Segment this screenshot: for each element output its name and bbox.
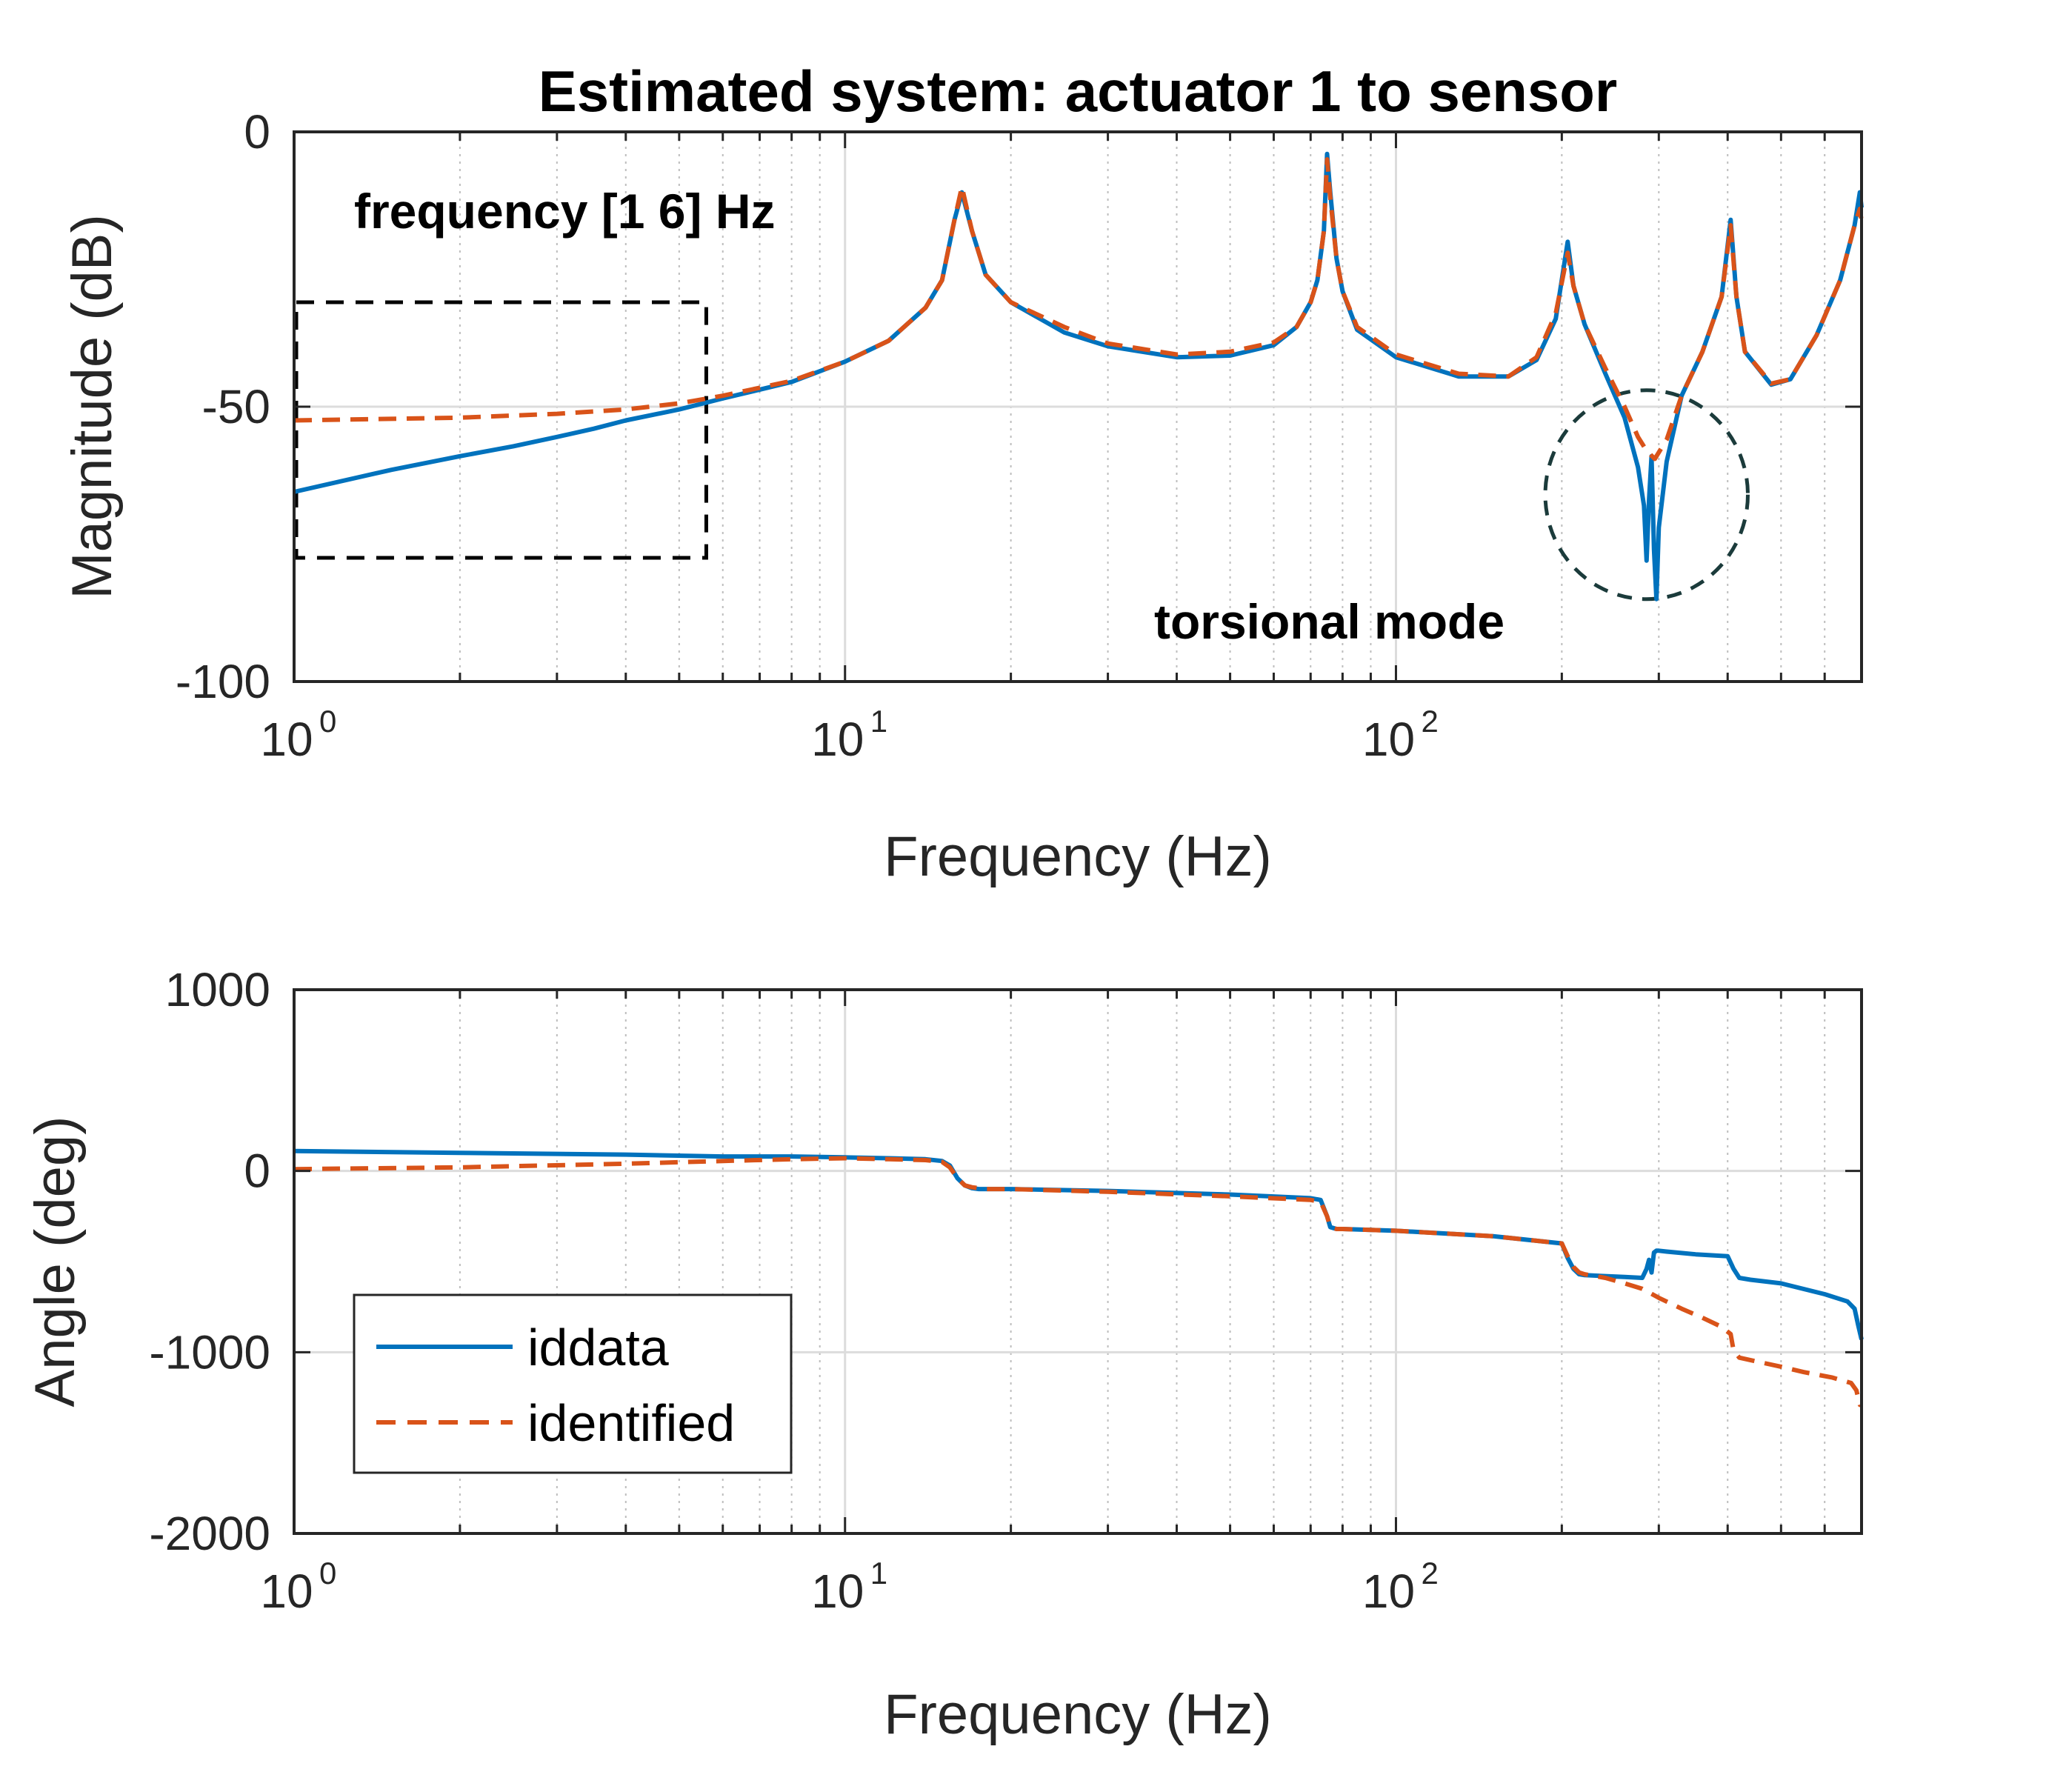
phase-series-identified — [293, 1156, 1862, 1408]
torsional-mode-circle — [1543, 388, 1750, 602]
mag-ytick-label: -50 — [202, 380, 271, 433]
phase-xtick-label-exponent: 2 — [1421, 1556, 1438, 1591]
legend: iddata identified — [353, 1293, 793, 1474]
mag-xtick-label-exponent: 2 — [1421, 704, 1438, 739]
torsional-mode-label: torsional mode — [1154, 594, 1504, 649]
mag-ytick-label: 0 — [244, 105, 270, 159]
phase-xtick-label-exponent: 0 — [319, 1556, 336, 1591]
phase-ylabel: Angle (deg) — [24, 1116, 87, 1408]
mag-circle-annotation — [1543, 388, 1750, 602]
phase-ytick-label: -1000 — [149, 1325, 270, 1379]
phase-ytick-label: 1000 — [165, 963, 270, 1016]
frequency-box — [294, 300, 708, 560]
mag-ytick-label: -100 — [176, 655, 270, 708]
mag-xtick-label: 10 — [811, 713, 864, 766]
phase-axes-frame — [293, 988, 1863, 1535]
box-annotation-label: frequency [1 6] Hz — [354, 184, 775, 239]
phase-xtick-label-exponent: 1 — [870, 1556, 887, 1591]
mag-xtick-label-exponent: 0 — [319, 704, 336, 739]
phase-xtick-label: 10 — [811, 1565, 864, 1618]
mag-xtick-label: 10 — [1362, 713, 1415, 766]
mag-ylabel: Magnitude (dB) — [61, 214, 124, 599]
mag-box-annotation — [294, 300, 708, 560]
phase-ytick-label: -2000 — [149, 1507, 270, 1560]
mag-xtick-label: 10 — [260, 713, 313, 766]
mag-series — [293, 151, 1864, 602]
phase-xtick-label: 10 — [1362, 1565, 1415, 1618]
phase-xlabel: Frequency (Hz) — [884, 1683, 1272, 1746]
phase-series — [293, 1148, 1864, 1408]
legend-box — [353, 1293, 793, 1474]
chart-title: Estimated system: actuator 1 to sensor — [539, 59, 1617, 124]
legend-label-iddata: iddata — [527, 1319, 669, 1376]
phase-ytick-label: 0 — [244, 1145, 270, 1198]
mag-xlabel: Frequency (Hz) — [884, 825, 1272, 888]
legend-label-identified: identified — [527, 1394, 735, 1452]
phase-xtick-label: 10 — [260, 1565, 313, 1618]
mag-series-identified — [293, 157, 1864, 462]
mag-xtick-label-exponent: 1 — [870, 704, 887, 739]
